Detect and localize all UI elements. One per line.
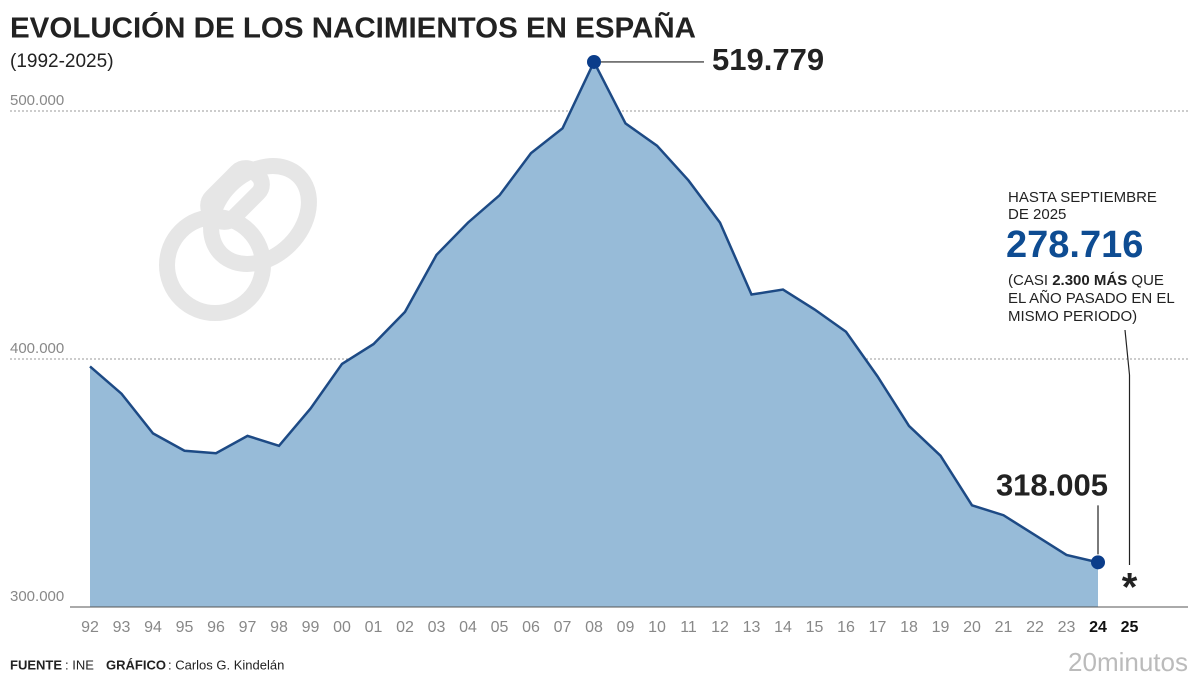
x-tick-label: 17 (869, 619, 887, 636)
x-tick-label: 22 (1026, 619, 1044, 636)
pending-marker: * (1122, 566, 1138, 610)
annotation-detail-part: QUE (1127, 272, 1164, 289)
x-tick-label: 04 (459, 619, 477, 636)
x-tick-label: 98 (270, 619, 288, 636)
x-tick-label: 10 (648, 619, 666, 636)
x-tick-label: 12 (711, 619, 729, 636)
annotation-detail-part: EL AÑO PASADO EN EL (1008, 290, 1175, 307)
chart: EVOLUCIÓN DE LOS NACIMIENTOS EN ESPAÑA (… (0, 0, 1196, 677)
annotation-text: DE 2025 (1008, 206, 1066, 223)
x-tick-label: 19 (932, 619, 950, 636)
chart-subtitle: (1992-2025) (10, 51, 114, 72)
footer-credit: : Carlos G. Kindelán (168, 657, 284, 672)
value-label: 519.779 (712, 42, 824, 77)
x-tick-label: 15 (806, 619, 824, 636)
area (90, 62, 1098, 607)
x-tick-label: 03 (428, 619, 446, 636)
x-tick-label: 94 (144, 619, 162, 636)
y-tick-label: 400.000 (10, 340, 64, 357)
x-tick-label: 96 (207, 619, 225, 636)
x-tick-label: 00 (333, 619, 351, 636)
x-tick-label: 05 (491, 619, 509, 636)
x-tick-label: 18 (900, 619, 918, 636)
y-tick-label: 300.000 (10, 588, 64, 605)
footer-source-label: FUENTE (10, 657, 62, 672)
chart-title: EVOLUCIÓN DE LOS NACIMIENTOS EN ESPAÑA (10, 11, 696, 45)
highlight-dot (1091, 555, 1105, 569)
annotation-detail: (CASI 2.300 MÁS QUE (1008, 272, 1164, 289)
x-tick-label: 01 (365, 619, 383, 636)
pacifier-icon (167, 146, 329, 313)
y-tick-label: 500.000 (10, 92, 64, 109)
annotation-value: 278.716 (1006, 224, 1143, 266)
x-tick-label: 11 (680, 619, 697, 636)
x-tick-label: 14 (774, 619, 792, 636)
x-tick-label: 06 (522, 619, 540, 636)
x-tick-label: 99 (302, 619, 320, 636)
x-tick-label: 20 (963, 619, 981, 636)
x-tick-label: 93 (113, 619, 131, 636)
x-tick-label: 92 (81, 619, 99, 636)
logo: 20minutos (1068, 647, 1188, 677)
page: EVOLUCIÓN DE LOS NACIMIENTOS EN ESPAÑA (… (0, 0, 1196, 677)
x-tick-label: 24 (1089, 619, 1107, 636)
annotation-detail: EL AÑO PASADO EN EL (1008, 290, 1175, 307)
x-tick-label: 08 (585, 619, 603, 636)
footer-credit-label: GRÁFICO (106, 657, 166, 672)
highlight-dot (587, 55, 601, 69)
footer-source: : INE (65, 657, 94, 672)
value-label: 318.005 (996, 468, 1108, 503)
x-tick-label: 95 (176, 619, 194, 636)
annotation-detail-part: 2.300 MÁS (1052, 272, 1127, 289)
annotation-detail: MISMO PERIODO) (1008, 308, 1137, 325)
annotation-detail-part: (CASI (1008, 272, 1052, 289)
annotation-text: HASTA SEPTIEMBRE (1008, 189, 1157, 206)
x-tick-label: 16 (837, 619, 855, 636)
x-tick-label: 07 (554, 619, 572, 636)
x-tick-label: 02 (396, 619, 414, 636)
x-tick-label: 13 (743, 619, 761, 636)
x-tick-label: 97 (239, 619, 257, 636)
x-tick-label: 09 (617, 619, 635, 636)
x-tick-label: 25 (1121, 619, 1139, 636)
annotation-leader (1125, 330, 1130, 565)
annotation-detail-part: MISMO PERIODO) (1008, 308, 1137, 325)
x-tick-label: 23 (1058, 619, 1076, 636)
x-tick-label: 21 (995, 619, 1013, 636)
